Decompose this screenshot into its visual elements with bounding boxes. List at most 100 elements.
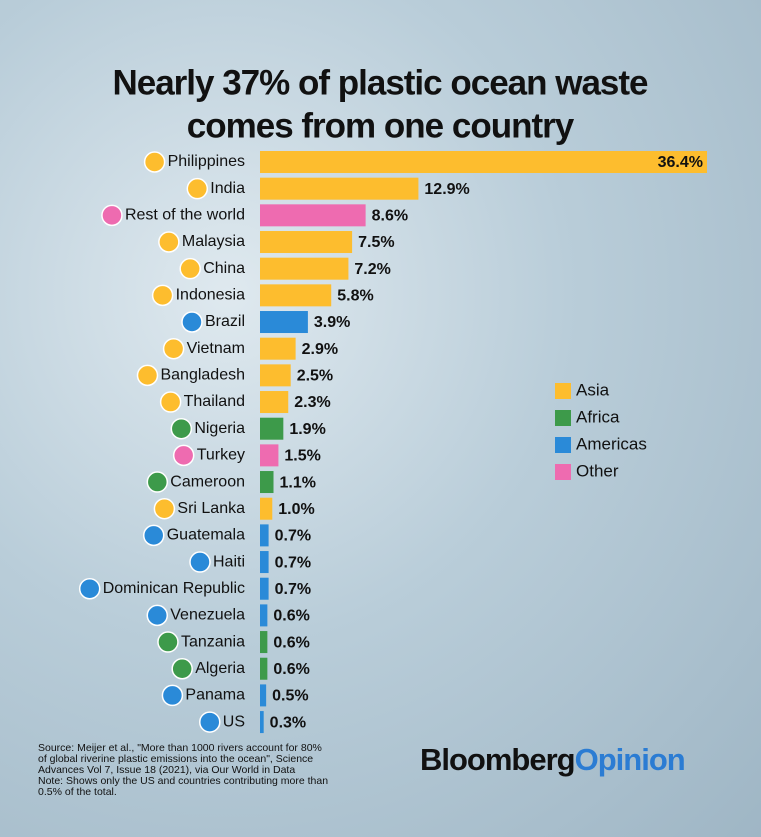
- bar: [260, 257, 349, 280]
- bar: [260, 151, 707, 173]
- bar: [260, 577, 269, 600]
- category-label: US: [223, 713, 245, 730]
- category-label: Philippines: [168, 153, 245, 170]
- bar: [260, 417, 284, 440]
- value-label: 2.5%: [297, 368, 333, 385]
- value-label: 1.1%: [280, 474, 316, 491]
- chart-title: Nearly 37% of plastic ocean waste: [112, 63, 648, 102]
- category-label: Dominican Republic: [103, 580, 245, 597]
- flag-icon: [162, 337, 185, 360]
- flag-icon: [158, 231, 180, 253]
- brand-name: Opinion: [575, 742, 685, 777]
- value-label: 1.0%: [278, 501, 314, 518]
- legend-swatch: [555, 383, 571, 399]
- category-label: Thailand: [184, 393, 245, 410]
- bar: [260, 444, 279, 467]
- value-label: 0.7%: [275, 581, 311, 598]
- category-label: Guatemala: [167, 527, 245, 544]
- flag-icon: [143, 151, 166, 173]
- source-note: Note: Shows only the US and countries co…: [38, 775, 328, 787]
- flag-icon: [181, 311, 203, 333]
- category-label: Tanzania: [181, 633, 245, 650]
- legend-label: Americas: [576, 434, 647, 453]
- bar: [260, 204, 366, 227]
- brand-logo: BloombergOpinion: [420, 742, 685, 777]
- bar: [260, 684, 267, 707]
- category-label: Vietnam: [187, 340, 245, 357]
- category-label: Malaysia: [182, 233, 245, 250]
- brand-name: Bloomberg: [420, 742, 575, 777]
- value-label: 3.9%: [314, 314, 350, 331]
- category-label: Algeria: [195, 660, 245, 677]
- bar: [260, 284, 332, 307]
- category-label: Turkey: [197, 447, 245, 464]
- bar: [260, 311, 308, 334]
- bar: [260, 497, 273, 520]
- bar: [260, 231, 353, 254]
- value-label: 2.3%: [294, 394, 330, 411]
- value-label: 0.6%: [273, 661, 309, 678]
- source-note: 0.5% of the total.: [38, 786, 117, 798]
- value-label: 1.5%: [284, 448, 320, 465]
- value-label: 0.7%: [275, 528, 311, 545]
- category-label: China: [203, 260, 245, 277]
- category-label: Panama: [185, 687, 245, 704]
- value-label: 7.5%: [358, 234, 394, 251]
- value-label: 0.7%: [275, 554, 311, 571]
- value-label: 7.2%: [354, 261, 390, 278]
- flag-icon: [186, 177, 209, 200]
- flag-icon: [161, 684, 184, 707]
- category-label: Nigeria: [194, 420, 245, 437]
- bar: [260, 364, 291, 387]
- flag-icon: [146, 604, 169, 627]
- value-label: 8.6%: [372, 208, 408, 225]
- flag-icon: [170, 417, 193, 440]
- flag-icon: [78, 577, 101, 600]
- bar: [260, 337, 296, 360]
- source-note: of global riverine plastic emissions int…: [38, 753, 313, 765]
- bar: [260, 604, 268, 627]
- flag-icon: [153, 497, 176, 520]
- source-note: Advances Vol 7, Issue 18 (2021), via Our…: [38, 764, 295, 776]
- chart-title: comes from one country: [187, 106, 575, 145]
- flag-icon: [136, 364, 159, 387]
- category-label: Bangladesh: [160, 367, 245, 384]
- category-label: Cameroon: [170, 473, 245, 490]
- value-label: 0.6%: [273, 608, 309, 625]
- bar: [260, 711, 264, 734]
- category-label: Indonesia: [176, 287, 245, 304]
- category-label: Brazil: [205, 313, 245, 330]
- bar: [260, 524, 269, 547]
- bar: [260, 391, 289, 414]
- flag-icon: [159, 391, 182, 413]
- flag-icon: [171, 657, 193, 680]
- flag-icon: [142, 524, 165, 547]
- flag-icon: [151, 284, 174, 307]
- flag-icon: [172, 444, 195, 467]
- source-note: Source: Meijer et al., "More than 1000 r…: [38, 742, 322, 754]
- value-label: 36.4%: [658, 154, 703, 171]
- flag-icon: [179, 257, 201, 280]
- bar: [260, 471, 274, 494]
- flag-icon: [146, 471, 169, 493]
- category-label: Haiti: [213, 553, 245, 570]
- category-label: Venezuela: [170, 607, 245, 624]
- category-label: Sri Lanka: [177, 500, 245, 517]
- value-label: 0.5%: [272, 688, 308, 705]
- value-label: 0.6%: [273, 634, 309, 651]
- value-label: 12.9%: [424, 181, 469, 198]
- value-label: 2.9%: [302, 341, 338, 358]
- bar: [260, 657, 268, 680]
- bar: [260, 177, 419, 200]
- legend-swatch: [555, 437, 571, 453]
- flag-icon: [101, 204, 123, 227]
- flag-icon: [157, 631, 179, 653]
- bar: [260, 631, 268, 654]
- flag-icon: [199, 711, 221, 733]
- bar: [260, 551, 269, 574]
- value-label: 1.9%: [289, 421, 325, 438]
- category-label: Rest of the world: [125, 207, 245, 224]
- legend-swatch: [555, 464, 571, 480]
- flag-icon: [189, 551, 211, 573]
